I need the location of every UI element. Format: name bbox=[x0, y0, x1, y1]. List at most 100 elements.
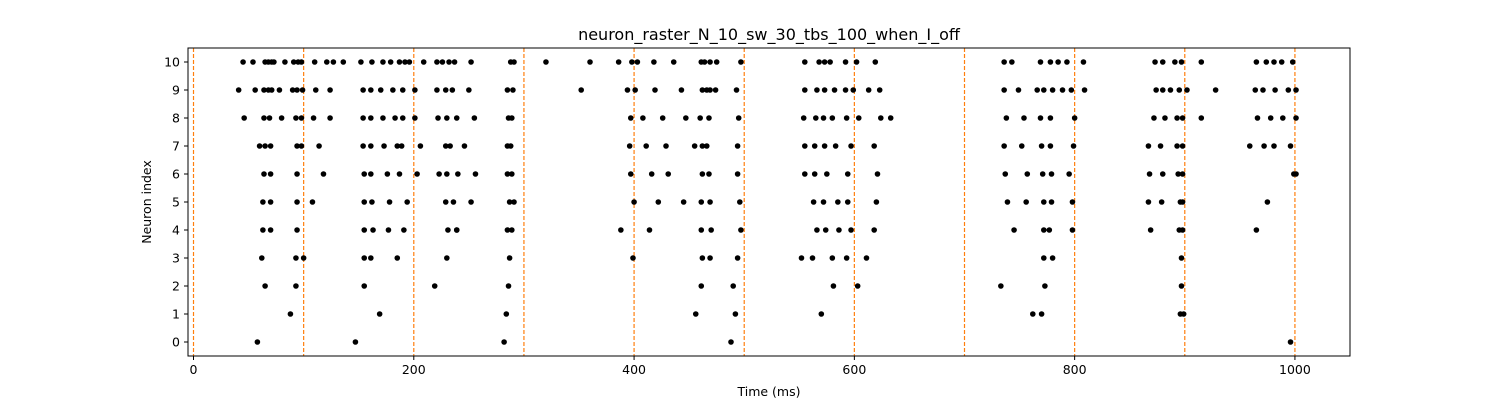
spike-n7 bbox=[1018, 143, 1025, 149]
spike-n8 bbox=[261, 115, 267, 121]
spike-n4 bbox=[361, 227, 368, 233]
spike-n8 bbox=[640, 115, 646, 121]
spike-n10 bbox=[396, 59, 403, 65]
spike-n6 bbox=[267, 171, 274, 177]
spike-n10 bbox=[250, 59, 256, 65]
spike-n10 bbox=[1080, 59, 1087, 65]
spike-n7 bbox=[394, 143, 401, 149]
x-tick-label-600: 600 bbox=[842, 362, 866, 377]
spike-n8 bbox=[310, 115, 317, 121]
spike-n5 bbox=[361, 199, 368, 205]
spike-n7 bbox=[801, 143, 808, 149]
spike-n6 bbox=[294, 171, 300, 177]
spike-n10 bbox=[511, 59, 517, 65]
spike-n4 bbox=[294, 227, 300, 233]
spike-n4 bbox=[871, 227, 877, 233]
spike-n8 bbox=[683, 115, 689, 121]
spike-n9 bbox=[865, 87, 872, 93]
spike-n8 bbox=[659, 115, 666, 121]
spike-n7 bbox=[1145, 143, 1152, 149]
spike-n5 bbox=[1069, 199, 1076, 205]
spike-n9 bbox=[1252, 87, 1259, 93]
spike-n7 bbox=[811, 143, 818, 149]
spike-n8 bbox=[1198, 115, 1205, 121]
spike-n9 bbox=[412, 87, 418, 93]
spike-n10 bbox=[543, 59, 549, 65]
spike-n10 bbox=[1001, 59, 1007, 65]
spike-n5 bbox=[680, 199, 687, 205]
spike-n2 bbox=[505, 283, 512, 289]
spike-n7 bbox=[626, 143, 633, 149]
spike-n3 bbox=[368, 255, 374, 261]
spike-n10 bbox=[1172, 59, 1178, 65]
spike-n2 bbox=[293, 283, 299, 289]
spike-n7 bbox=[643, 143, 649, 149]
spike-n2 bbox=[730, 283, 737, 289]
spike-n4 bbox=[1069, 227, 1076, 233]
spike-n9 bbox=[821, 87, 828, 93]
spike-n4 bbox=[646, 227, 653, 233]
spike-n9 bbox=[1184, 87, 1190, 93]
spike-n5 bbox=[369, 199, 375, 205]
spike-n8 bbox=[241, 115, 247, 121]
spike-n10 bbox=[451, 59, 458, 65]
y-tick-label-9: 9 bbox=[172, 83, 180, 98]
spike-n4 bbox=[1041, 227, 1047, 233]
spike-n6 bbox=[648, 171, 655, 177]
spike-n9 bbox=[368, 87, 374, 93]
y-tick-label-4: 4 bbox=[172, 223, 180, 238]
chart-title: neuron_raster_N_10_sw_30_tbs_100_when_I_… bbox=[578, 25, 961, 45]
spike-n7 bbox=[442, 143, 449, 149]
x-tick-label-0: 0 bbox=[190, 362, 198, 377]
spike-n3 bbox=[734, 255, 741, 261]
spike-n10 bbox=[1152, 59, 1158, 65]
spike-n10 bbox=[1271, 59, 1277, 65]
spike-n9 bbox=[814, 87, 820, 93]
spike-n9 bbox=[578, 87, 585, 93]
spike-n8 bbox=[1037, 115, 1044, 121]
spike-n1 bbox=[1038, 311, 1045, 317]
spike-n10 bbox=[816, 59, 822, 65]
spike-n8 bbox=[399, 115, 406, 121]
spike-n6 bbox=[699, 171, 706, 177]
spike-n6 bbox=[455, 171, 461, 177]
y-axis-label: Neuron index bbox=[139, 160, 154, 244]
y-tick-label-5: 5 bbox=[172, 195, 180, 210]
spike-n3 bbox=[361, 255, 368, 261]
spike-n5 bbox=[655, 199, 662, 205]
spike-n7 bbox=[1271, 143, 1277, 149]
spike-n8 bbox=[1267, 115, 1274, 121]
spike-n8 bbox=[735, 115, 742, 121]
spike-n10 bbox=[468, 59, 474, 65]
spike-n5 bbox=[835, 199, 841, 205]
spike-n10 bbox=[439, 59, 446, 65]
spike-n10 bbox=[387, 59, 394, 65]
spike-n7 bbox=[734, 143, 741, 149]
spike-n10 bbox=[311, 59, 318, 65]
spike-n10 bbox=[369, 59, 375, 65]
spike-n3 bbox=[798, 255, 805, 261]
spike-n9 bbox=[1068, 87, 1075, 93]
vertical-reference-lines bbox=[192, 48, 1296, 356]
spike-n6 bbox=[874, 171, 881, 177]
spike-n7 bbox=[1157, 143, 1164, 149]
spike-n10 bbox=[872, 59, 879, 65]
spike-n5 bbox=[442, 199, 449, 205]
spike-n10 bbox=[827, 59, 833, 65]
spike-n10 bbox=[1159, 59, 1166, 65]
spike-n8 bbox=[1151, 115, 1157, 121]
x-axis-ticks: 0 200 400 600 800 1000 bbox=[190, 356, 1311, 377]
spike-n5 bbox=[468, 199, 474, 205]
spike-n4 bbox=[836, 227, 842, 233]
spike-n3 bbox=[506, 255, 513, 261]
spike-n5 bbox=[260, 199, 266, 205]
spike-n9 bbox=[712, 87, 719, 93]
spike-n9 bbox=[1034, 87, 1040, 93]
spike-n6 bbox=[384, 171, 391, 177]
spike-n2 bbox=[698, 283, 705, 289]
spike-n5 bbox=[1041, 199, 1047, 205]
spike-n6 bbox=[1024, 171, 1031, 177]
spike-n8 bbox=[327, 115, 333, 121]
spike-n9 bbox=[252, 87, 258, 93]
spike-n6 bbox=[261, 171, 267, 177]
